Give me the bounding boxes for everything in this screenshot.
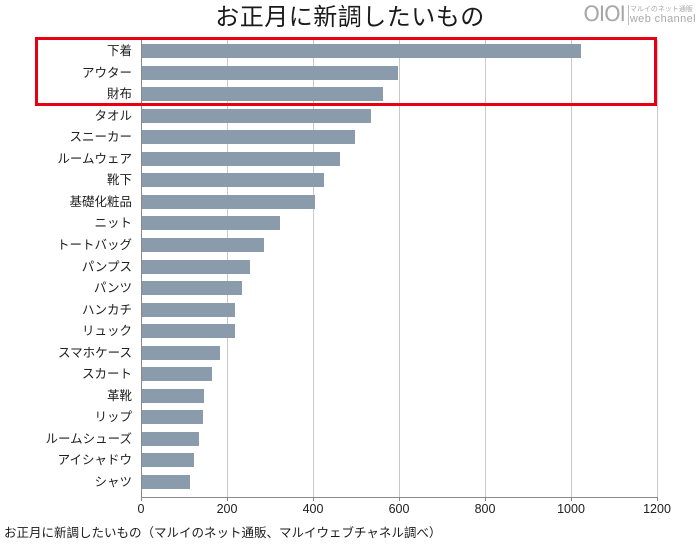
y-axis-line xyxy=(141,40,142,498)
x-tick-label: 200 xyxy=(216,502,238,516)
bar[interactable] xyxy=(141,237,265,252)
category-label: 革靴 xyxy=(106,388,132,403)
bar[interactable] xyxy=(141,130,356,145)
category-label: シャツ xyxy=(94,475,132,489)
bar[interactable] xyxy=(141,431,200,446)
category-label: 下着 xyxy=(106,44,132,58)
category-label: ルームウェア xyxy=(57,151,132,166)
page-title: お正月に新調したいもの xyxy=(215,4,485,31)
category-label: スマホケース xyxy=(57,345,132,360)
category-axis-labels: 下着アウター財布タオルスニーカールームウェア靴下基礎化粧品ニットトートバッグパン… xyxy=(0,40,136,497)
category-label: リップ xyxy=(94,410,132,425)
category-label: 財布 xyxy=(106,87,132,102)
x-tick-label: 800 xyxy=(474,502,496,516)
bar-row[interactable] xyxy=(141,475,657,489)
x-tick-mark xyxy=(485,497,486,501)
bar[interactable] xyxy=(141,259,250,274)
category-label: ハンカチ xyxy=(81,302,132,317)
bar[interactable] xyxy=(141,216,280,231)
category-label: トートバッグ xyxy=(56,237,132,252)
bar-row[interactable] xyxy=(141,44,657,58)
bar-row[interactable] xyxy=(141,324,657,339)
x-tick-label: 1000 xyxy=(557,502,585,516)
bar-row[interactable] xyxy=(141,216,657,231)
category-label: 基礎化粧品 xyxy=(69,194,132,209)
category-label: ルームシューズ xyxy=(45,431,132,446)
category-label: スカート xyxy=(81,367,132,382)
x-tick-label: 400 xyxy=(302,502,324,516)
gridline xyxy=(485,40,486,497)
bar[interactable] xyxy=(141,475,190,489)
brand-tagline-en: web channel xyxy=(629,12,696,25)
bar-row[interactable] xyxy=(141,281,657,296)
brand-tagline-jp: マルイのネット通販 xyxy=(629,5,693,13)
bar-row[interactable] xyxy=(141,388,657,403)
category-label: 靴下 xyxy=(106,173,132,188)
gridline xyxy=(313,40,314,497)
gridline xyxy=(657,40,658,497)
bar-row[interactable] xyxy=(141,431,657,446)
bar-row[interactable] xyxy=(141,87,657,102)
bar[interactable] xyxy=(141,87,384,102)
x-tick-mark xyxy=(313,497,314,501)
brand-mark-icon: OIOI xyxy=(583,2,625,26)
bar[interactable] xyxy=(141,173,324,188)
bar[interactable] xyxy=(141,194,316,209)
bar[interactable] xyxy=(141,324,236,339)
x-tick-mark xyxy=(657,497,658,501)
gridline xyxy=(571,40,572,497)
bar[interactable] xyxy=(141,410,204,425)
bar-row[interactable] xyxy=(141,410,657,425)
bar[interactable] xyxy=(141,44,581,58)
category-label: タオル xyxy=(94,108,132,123)
bar-row[interactable] xyxy=(141,259,657,274)
bar[interactable] xyxy=(141,108,372,123)
x-tick-label: 1200 xyxy=(643,502,671,516)
bar-row[interactable] xyxy=(141,173,657,188)
bar-row[interactable] xyxy=(141,367,657,382)
x-tick-mark xyxy=(399,497,400,501)
brand-logo: OIOI マルイのネット通販 web channel xyxy=(583,4,696,25)
bar[interactable] xyxy=(141,65,399,80)
category-label: パンツ xyxy=(93,281,132,296)
bar[interactable] xyxy=(141,367,213,382)
bar-row[interactable] xyxy=(141,302,657,317)
brand-text: マルイのネット通販 web channel xyxy=(627,4,696,25)
bar-row[interactable] xyxy=(141,345,657,360)
x-tick-mark xyxy=(227,497,228,501)
bar[interactable] xyxy=(141,281,243,296)
category-label: アウター xyxy=(81,65,132,80)
x-tick-label: 0 xyxy=(137,502,145,516)
bar[interactable] xyxy=(141,151,340,166)
bar[interactable] xyxy=(141,453,194,468)
x-tick-mark xyxy=(571,497,572,501)
x-tick-mark xyxy=(141,497,142,501)
x-tick-label: 600 xyxy=(388,502,410,516)
category-label: ニット xyxy=(94,216,132,231)
category-label: パンプス xyxy=(81,259,132,274)
bar-row[interactable] xyxy=(141,65,657,80)
footer-caption: お正月に新調したいもの（マルイのネット通販、マルイウェブチャネル調べ） xyxy=(4,526,442,540)
bar-row[interactable] xyxy=(141,151,657,166)
bar-row[interactable] xyxy=(141,194,657,209)
bar-row[interactable] xyxy=(141,453,657,468)
bar[interactable] xyxy=(141,388,205,403)
bar-row[interactable] xyxy=(141,130,657,145)
category-label: アイシャドウ xyxy=(57,453,132,468)
category-label: スニーカー xyxy=(69,130,132,145)
bar[interactable] xyxy=(141,302,236,317)
bar-row[interactable] xyxy=(141,237,657,252)
plot-area xyxy=(141,40,658,497)
category-label: リュック xyxy=(81,324,132,339)
bar-row[interactable] xyxy=(141,108,657,123)
value-axis-ticks: 0 200 400 600 800 1000 1200 xyxy=(0,497,700,517)
bar[interactable] xyxy=(141,345,220,360)
gridline xyxy=(399,40,400,497)
